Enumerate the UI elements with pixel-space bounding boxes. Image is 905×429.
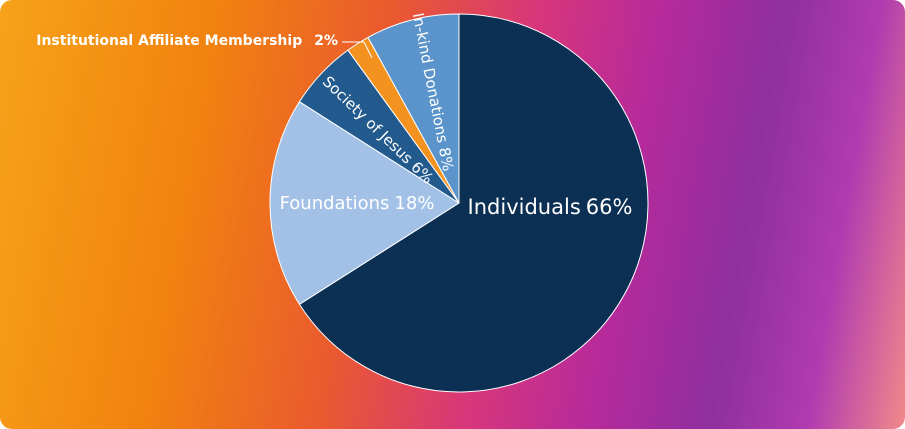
value-label: 18% (394, 193, 434, 214)
leader-line (342, 41, 373, 59)
pie-slice (269, 101, 460, 305)
slice-label: Institutional Affiliate Membership 2% (36, 33, 338, 49)
value-label: 8% (435, 146, 457, 173)
pie-slice (367, 13, 460, 204)
category-label: Foundations (280, 193, 390, 214)
category-label: Individuals (468, 195, 581, 219)
slice-label: Individuals 66% (468, 195, 633, 219)
category-label: Institutional Affiliate Membership (36, 33, 302, 49)
slice-label: Foundations 18% (280, 193, 435, 214)
value-label: 66% (586, 195, 633, 219)
value-label: 2% (314, 33, 338, 49)
pie-slice (298, 13, 649, 393)
